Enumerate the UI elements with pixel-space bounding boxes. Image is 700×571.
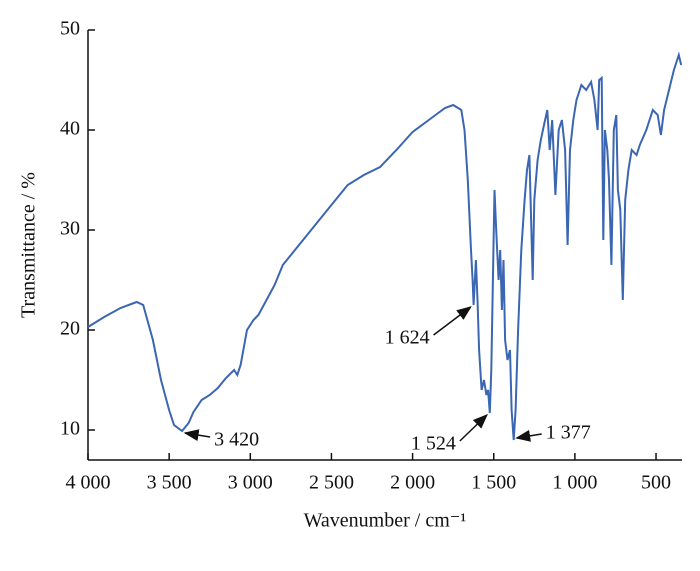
y-tick-label: 10	[60, 418, 80, 440]
y-tick-label: 50	[60, 18, 80, 40]
x-tick-label: 3 500	[147, 472, 192, 494]
annotation-arrow	[459, 413, 488, 442]
annotation-label: 1 624	[385, 327, 430, 349]
annotation-arrow	[433, 306, 472, 336]
x-tick-label: 500	[641, 472, 671, 494]
x-tick-label: 1 500	[471, 472, 516, 494]
annotation-label: 1 377	[546, 422, 591, 444]
x-tick-label: 3 000	[228, 472, 273, 494]
x-tick-label: 4 000	[66, 472, 111, 494]
y-axis-label: Transmittance / %	[18, 172, 40, 318]
x-axis-label: Wavenumber / cm⁻¹	[304, 510, 467, 532]
annotation-arrow	[183, 429, 211, 442]
x-tick-label: 2 500	[309, 472, 354, 494]
spectrum-line	[87, 51, 683, 441]
annotation-label: 3 420	[214, 429, 259, 451]
annotation-label: 1 524	[411, 433, 456, 455]
y-tick-label: 20	[60, 318, 80, 340]
y-tick-label: 40	[60, 118, 80, 140]
x-tick-label: 1 000	[552, 472, 597, 494]
annotation-arrow	[515, 429, 542, 442]
x-tick-label: 2 000	[390, 472, 435, 494]
y-tick-label: 30	[60, 218, 80, 240]
